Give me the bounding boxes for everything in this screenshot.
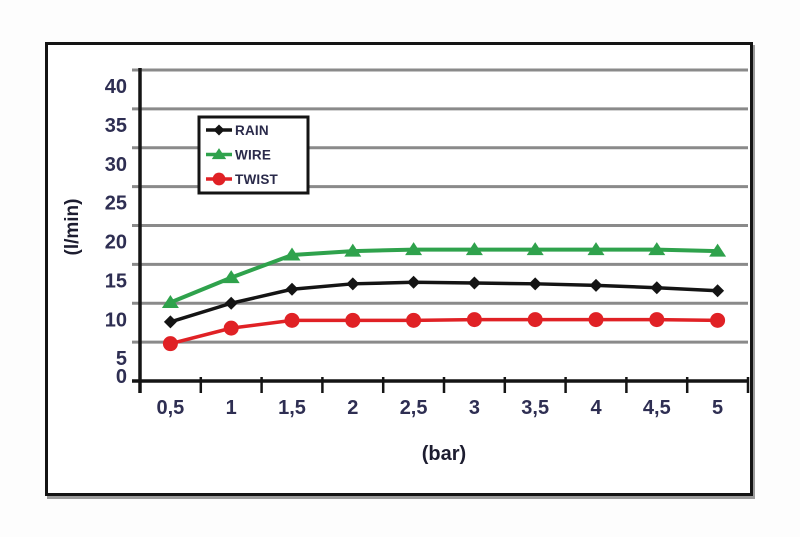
y-tick-label: 25 bbox=[105, 193, 127, 215]
y-tick-label: 35 bbox=[105, 115, 127, 137]
twist-marker bbox=[284, 312, 300, 328]
x-tick-label: 0,5 bbox=[156, 397, 184, 419]
rain-marker bbox=[589, 278, 603, 292]
wire-marker bbox=[465, 242, 483, 256]
twist-marker bbox=[588, 312, 604, 328]
x-tick-label: 4,5 bbox=[643, 397, 671, 419]
wire-marker bbox=[283, 247, 301, 261]
rain-marker bbox=[346, 277, 360, 291]
twist-marker bbox=[710, 312, 726, 328]
twist-legend-marker-icon bbox=[212, 172, 226, 186]
y-tick-label: 0 bbox=[116, 366, 127, 388]
rain-marker bbox=[528, 277, 542, 291]
x-tick-label: 3 bbox=[469, 397, 480, 419]
y-tick-label: 30 bbox=[105, 154, 127, 176]
y-tick-label: 5 bbox=[116, 348, 127, 370]
twist-marker bbox=[406, 312, 422, 328]
legend-label-twist: TWIST bbox=[235, 172, 279, 187]
x-tick-label: 1 bbox=[226, 397, 237, 419]
twist-marker bbox=[466, 312, 482, 328]
twist-marker bbox=[162, 336, 178, 352]
twist-marker bbox=[223, 320, 239, 336]
wire-marker bbox=[709, 243, 727, 257]
y-axis-title: (l/min) bbox=[62, 198, 83, 256]
y-tick-label: 10 bbox=[105, 309, 127, 331]
legend-item-wire: WIRE bbox=[206, 148, 271, 163]
wire-marker bbox=[161, 294, 179, 308]
rain-legend-marker-icon bbox=[213, 124, 225, 136]
wire-marker bbox=[526, 242, 544, 256]
wire-series-line bbox=[169, 247, 718, 305]
chart-figure bbox=[45, 42, 753, 496]
x-tick-label: 4 bbox=[590, 397, 602, 419]
rain-marker bbox=[224, 296, 238, 310]
rain-series-line bbox=[169, 280, 718, 324]
legend-item-rain: RAIN bbox=[206, 123, 269, 138]
rain-marker bbox=[711, 284, 725, 298]
legend: RAIN WIRE TWIST bbox=[197, 115, 310, 195]
x-axis-title: (bar) bbox=[421, 443, 467, 465]
wire-legend-marker-icon bbox=[211, 148, 227, 160]
legend-item-twist: TWIST bbox=[206, 172, 279, 187]
twist-marker bbox=[649, 312, 665, 328]
wire-marker bbox=[587, 242, 605, 256]
twist-series-line bbox=[169, 317, 718, 346]
wire-marker bbox=[405, 242, 423, 256]
rain-marker bbox=[285, 282, 299, 296]
x-tick-label: 5 bbox=[712, 397, 723, 419]
twist-marker bbox=[527, 312, 543, 328]
twist-marker bbox=[345, 312, 361, 328]
wire-marker bbox=[648, 242, 666, 256]
x-tick-label: 2,5 bbox=[400, 397, 428, 419]
rain-marker bbox=[467, 276, 481, 290]
x-tick-label: 3,5 bbox=[521, 397, 549, 419]
legend-label-rain: RAIN bbox=[235, 123, 269, 138]
rain-marker bbox=[650, 281, 664, 295]
wire-marker bbox=[344, 243, 362, 257]
x-tick-label: 1,5 bbox=[278, 397, 306, 419]
y-tick-label: 15 bbox=[105, 270, 127, 292]
y-tick-label: 40 bbox=[105, 76, 127, 98]
wire-marker bbox=[222, 270, 240, 284]
legend-label-wire: WIRE bbox=[235, 148, 271, 163]
rain-marker bbox=[407, 275, 421, 289]
rain-marker bbox=[163, 315, 177, 329]
x-tick-label: 2 bbox=[347, 397, 358, 419]
y-tick-label: 20 bbox=[105, 232, 127, 254]
